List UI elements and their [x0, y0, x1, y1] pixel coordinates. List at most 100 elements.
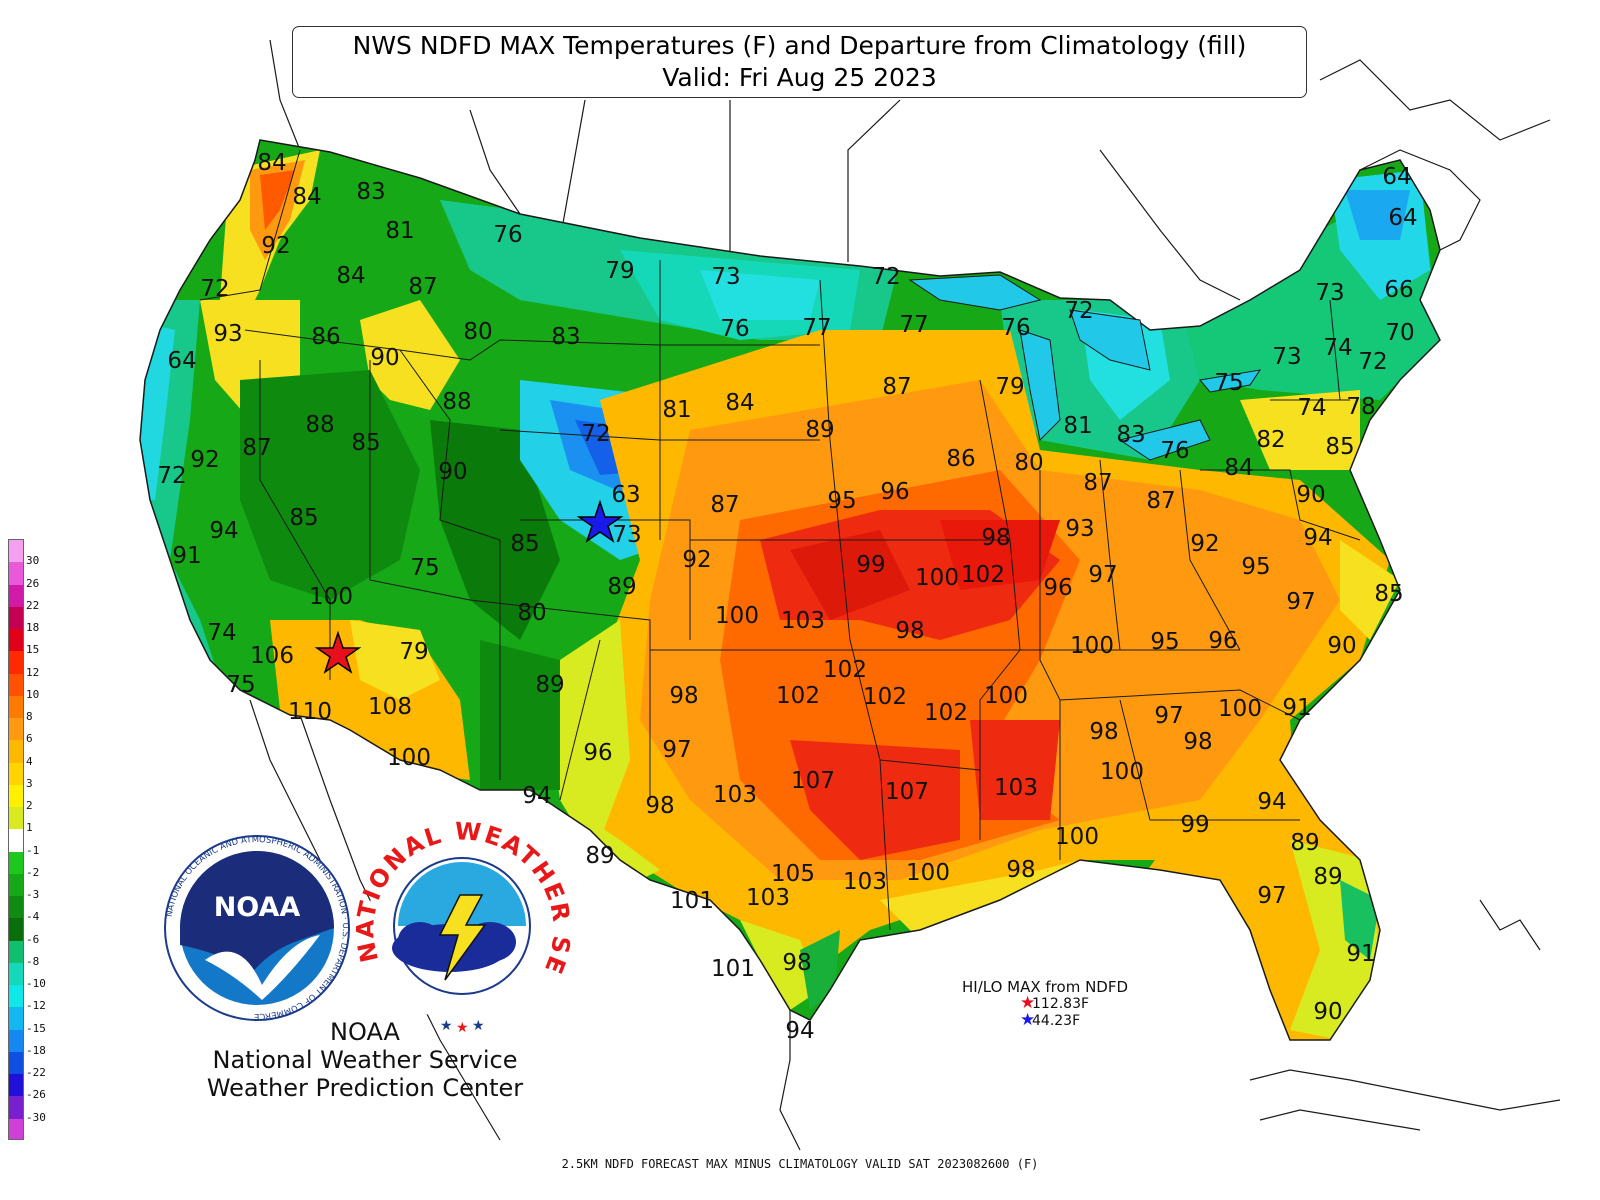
legend-swatch [9, 873, 23, 896]
temperature-label: 103 [994, 775, 1038, 801]
neighbor-borders [249, 39, 1561, 1151]
legend-tick-label: 30 [26, 554, 40, 568]
temperature-label: 92 [261, 233, 290, 259]
temperature-label: 97 [1257, 883, 1286, 909]
temperature-label: 87 [408, 274, 437, 300]
legend-swatch [9, 829, 23, 852]
temperature-label: 78 [1346, 394, 1375, 420]
temperature-label: 72 [871, 264, 900, 290]
temperature-label: 74 [207, 620, 236, 646]
temperature-label: 92 [1190, 531, 1219, 557]
us-outline [139, 139, 1441, 1041]
temperature-label: 73 [711, 264, 740, 290]
temperature-label: 80 [517, 600, 546, 626]
temperature-label: 84 [336, 263, 365, 289]
credit-line-1: NOAA [330, 1018, 400, 1046]
temperature-label: 98 [895, 618, 924, 644]
legend-swatch [9, 807, 23, 830]
temperature-label: 101 [711, 956, 755, 982]
temperature-label: 100 [906, 860, 950, 886]
temperature-label: 102 [924, 700, 968, 726]
temperature-label: 100 [1055, 824, 1099, 850]
temperature-label: 85 [1325, 434, 1354, 460]
temperature-label: 95 [827, 488, 856, 514]
temperature-label: 81 [1063, 413, 1092, 439]
temperature-label: 72 [581, 421, 610, 447]
legend-swatch [9, 540, 23, 563]
temperature-label: 110 [288, 699, 332, 725]
legend-tick-label: -4 [26, 910, 40, 924]
legend-tick-label: -10 [26, 977, 46, 991]
temperature-label: 94 [522, 783, 551, 809]
temperature-label: 74 [1323, 335, 1352, 361]
temperature-label: 88 [305, 412, 334, 438]
temperature-label: 100 [915, 565, 959, 591]
temperature-label: 105 [771, 861, 815, 887]
legend-tick-label: 6 [26, 732, 33, 746]
temperature-label: 96 [1043, 575, 1072, 601]
legend-swatch [9, 985, 23, 1008]
title-line-1: NWS NDFD MAX Temperatures (F) and Depart… [352, 31, 1247, 60]
temperature-label: 87 [1146, 488, 1175, 514]
temperature-label: 90 [370, 345, 399, 371]
svg-text:★: ★ [440, 1018, 453, 1034]
temperature-label: 106 [250, 643, 294, 669]
legend-tick-label: -22 [26, 1066, 46, 1080]
legend-swatch [9, 718, 23, 741]
temperature-label: 84 [1224, 455, 1253, 481]
temperature-label: 97 [1154, 703, 1183, 729]
temperature-label: 79 [605, 258, 634, 284]
temperature-label: 98 [1006, 857, 1035, 883]
legend-tick-label: 1 [26, 821, 33, 835]
temperature-label: 94 [209, 518, 238, 544]
legend-swatch [9, 651, 23, 674]
temperature-label: 101 [670, 888, 714, 914]
temperature-label: 96 [1208, 628, 1237, 654]
hilo-title: HI/LO MAX from NDFD [962, 978, 1129, 996]
legend-tick-label: -3 [26, 888, 40, 902]
temperature-label: 85 [1374, 581, 1403, 607]
hilo-hi-value: 112.83F [1032, 996, 1090, 1012]
temperature-label: 64 [1382, 164, 1411, 190]
temperature-label: 75 [226, 672, 255, 698]
temperature-label: 107 [885, 779, 929, 805]
lo-max-star [576, 499, 624, 543]
hilo-hi-row: ★ 112.83F [962, 995, 1128, 1013]
temperature-label: 75 [1214, 370, 1243, 396]
temperature-label: 89 [535, 672, 564, 698]
credit-block: NOAA National Weather Service Weather Pr… [180, 1018, 550, 1102]
temperature-label: 76 [720, 316, 749, 342]
temperature-label: 94 [1303, 525, 1332, 551]
legend-tick-label: 10 [26, 687, 40, 701]
legend-swatch [9, 695, 23, 718]
temperature-label: 98 [981, 525, 1010, 551]
temperature-label: 87 [1083, 470, 1112, 496]
temperature-label: 98 [1183, 729, 1212, 755]
legend-tick-label: -26 [26, 1088, 46, 1102]
legend-swatch [9, 851, 23, 874]
temperature-label: 103 [843, 869, 887, 895]
state-borders [199, 149, 1361, 931]
temperature-label: 98 [782, 950, 811, 976]
temperature-label: 73 [1315, 280, 1344, 306]
temperature-label: 93 [1065, 516, 1094, 542]
temperature-label: 87 [710, 492, 739, 518]
temperature-label: 103 [713, 782, 757, 808]
hi-max-star [314, 630, 362, 674]
credit-line-2: National Weather Service [212, 1046, 518, 1074]
legend-color-bar [8, 539, 24, 1140]
legend-swatch [9, 673, 23, 696]
temperature-label: 88 [442, 389, 471, 415]
temperature-label: 79 [995, 374, 1024, 400]
temperature-label: 70 [1385, 320, 1414, 346]
temperature-label: 97 [1286, 589, 1315, 615]
temperature-label: 90 [1313, 999, 1342, 1025]
temperature-label: 72 [1064, 298, 1093, 324]
temperature-label: 100 [1070, 633, 1114, 659]
legend-tick-label: -1 [26, 843, 40, 857]
temperature-label: 90 [438, 459, 467, 485]
temperature-label: 87 [242, 435, 271, 461]
lo-star-icon: ★ [1020, 1010, 1036, 1030]
